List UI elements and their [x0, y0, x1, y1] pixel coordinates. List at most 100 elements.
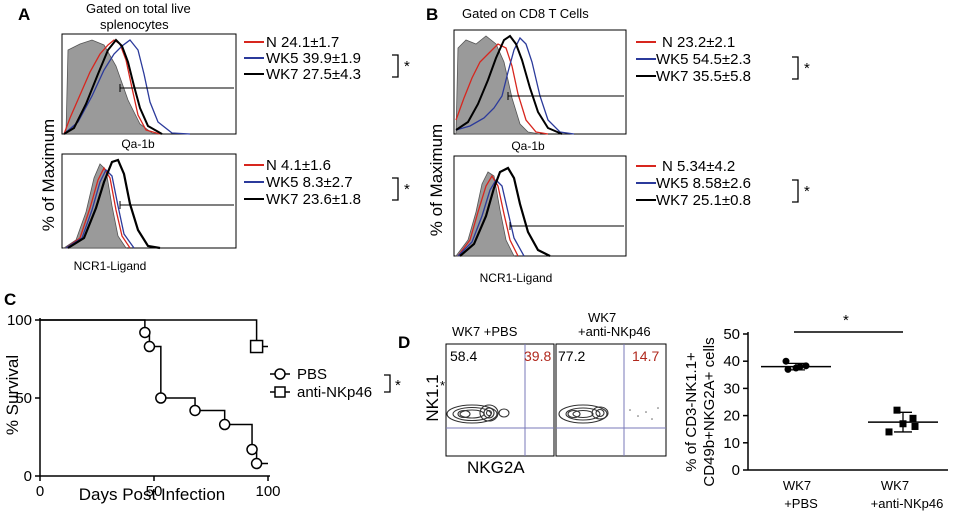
- y-tick-label: 0: [732, 462, 740, 479]
- legend-text: WK7 23.6±1.8: [266, 191, 361, 208]
- histogram-xlabel: Qa-1b: [121, 137, 155, 151]
- legend-marker-pbs: [274, 368, 286, 380]
- histogram-curve-n: [65, 166, 131, 249]
- histogram-curve-wk5: [63, 39, 191, 135]
- histogram-curve-wk7: [67, 158, 161, 250]
- legend-text: WK5 8.58±2.6: [656, 175, 751, 192]
- flow-plot-pbs: WK7 +PBS 58.4 39.8: [445, 324, 555, 457]
- histogram-xlabel: NCR1-Ligand: [74, 259, 147, 273]
- legend-text: WK5 54.5±2.3: [656, 51, 751, 68]
- significance-star: *: [843, 312, 849, 329]
- scatter-axes: 0 10 20 30 40 50: [723, 326, 948, 479]
- data-point: [885, 428, 893, 436]
- panel-label-a: A: [18, 5, 30, 24]
- data-point: [893, 406, 901, 414]
- survival-marker: [143, 340, 156, 353]
- legend-text: anti-NKp46: [297, 384, 372, 401]
- histogram-curve-wk7: [459, 166, 551, 257]
- histogram-isotype-fill: [62, 163, 127, 249]
- legend-text: WK5 39.9±1.9: [266, 50, 361, 67]
- histogram-curve-wk7: [455, 34, 563, 135]
- significance-star: *: [804, 60, 810, 77]
- data-point: [784, 365, 792, 373]
- histogram-frame: [61, 153, 237, 249]
- legend-text: WK7 25.1±0.8: [656, 192, 751, 209]
- y-tick-label: 40: [723, 353, 740, 370]
- significance-star: *: [404, 58, 410, 75]
- legend-text: WK7 27.5±4.3: [266, 66, 361, 83]
- panel-a-ylabel: % of Maximum: [39, 119, 58, 231]
- survival-marker: [189, 404, 201, 417]
- survival-axes: 0 50 100 0 50 100: [7, 312, 281, 500]
- flow-frame: [555, 343, 667, 457]
- y-tick-label: 20: [723, 408, 740, 425]
- y-tick-label: 50: [723, 326, 740, 343]
- survival-chart: C % Survival Days Post Infection 0501000…: [3, 290, 401, 504]
- significance-star: *: [395, 377, 401, 394]
- flow-title: +anti-NKp46: [578, 324, 651, 339]
- significance-bracket: [384, 374, 391, 393]
- quadrant-value-right: 39.8: [524, 348, 551, 364]
- legend-a-top: N 24.1±1.7 WK5 39.9±1.9 WK7 27.5±4.3 *: [244, 34, 410, 83]
- legend-text: N 24.1±1.7: [266, 34, 339, 51]
- legend-text: WK5 8.3±2.7: [266, 174, 353, 191]
- histogram-isotype-fill: [455, 35, 541, 135]
- significance-star: *: [404, 181, 410, 198]
- survival-marker: [249, 339, 264, 354]
- significance-star: *: [440, 378, 445, 393]
- y-tick-label: 100: [7, 312, 32, 329]
- histogram-b-bottom: NCR1-Ligand: [453, 155, 627, 285]
- data-point: [909, 414, 917, 422]
- survival-curve-pbs: [40, 319, 268, 465]
- flow-plot-anti-nkp46: WK7 +anti-NKp46 77.2 14.7: [555, 310, 667, 457]
- quadrant-value-left: 77.2: [558, 348, 585, 364]
- category-label: +PBS: [784, 496, 818, 511]
- panel-a: A Gated on total live splenocytes % of M…: [18, 1, 410, 273]
- category-label: WK7: [783, 478, 811, 493]
- panel-label-c: C: [4, 290, 16, 309]
- survival-marker: [139, 326, 151, 339]
- survival-curve-anti-nkp46: [40, 319, 268, 348]
- survival-marker: [155, 392, 167, 404]
- panel-a-title-line2: splenocytes: [100, 17, 169, 32]
- data-point: [911, 422, 919, 430]
- panel-label-b: B: [426, 5, 438, 24]
- panel-b-ylabel: % of Maximum: [427, 124, 446, 236]
- quadrant-value-right: 14.7: [632, 348, 659, 364]
- x-tick-label: 100: [255, 483, 280, 500]
- histogram-xlabel: NCR1-Ligand: [480, 271, 553, 285]
- legend-marker-anti-nkp46: [274, 386, 286, 398]
- survival-legend: PBS anti-NKp46 *: [270, 366, 401, 401]
- survival-marker: [246, 443, 258, 456]
- survival-marker: [218, 418, 231, 431]
- data-point: [802, 362, 810, 370]
- panel-a-title-line1: Gated on total live: [86, 1, 191, 16]
- y-tick-label: 0: [24, 468, 32, 485]
- histogram-b-top: Qa-1b: [453, 29, 627, 153]
- scatter-chart: % of CD3-NK1.1+ CD49b+NKG2A+ cells 0 10 20…: [683, 312, 948, 511]
- flow-contours: [446, 404, 510, 424]
- survival-series: [40, 319, 268, 470]
- flow-ylabel: NK1.1: [423, 374, 442, 421]
- legend-text: PBS: [297, 366, 327, 383]
- legend-text: N 5.34±4.2: [662, 158, 735, 175]
- legend-text: N 4.1±1.6: [266, 157, 331, 174]
- legend-text: WK7 35.5±5.8: [656, 68, 751, 85]
- significance-bracket: [792, 179, 799, 203]
- significance-bracket: [392, 177, 399, 201]
- histogram-isotype-fill: [455, 171, 515, 257]
- histogram-curve-wk7: [63, 38, 163, 135]
- legend-a-bottom: N 4.1±1.6 WK5 8.3±2.7 WK7 23.6±1.8 *: [244, 157, 410, 208]
- survival-marker: [250, 457, 263, 470]
- flow-contours: [558, 404, 609, 424]
- scatter-points: [761, 357, 938, 436]
- legend-text: N 23.2±2.1: [662, 34, 735, 51]
- panel-label-d: D: [398, 333, 410, 352]
- category-label: +anti-NKp46: [871, 496, 944, 511]
- data-point: [782, 357, 790, 365]
- y-tick-label: 10: [723, 435, 740, 452]
- survival-xlabel: Days Post Infection: [79, 485, 225, 504]
- legend-b-bottom: N 5.34±4.2 WK5 8.58±2.6 WK7 25.1±0.8 *: [636, 158, 810, 209]
- data-point: [796, 363, 804, 371]
